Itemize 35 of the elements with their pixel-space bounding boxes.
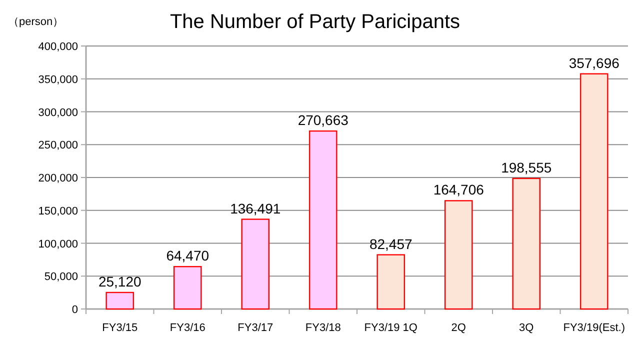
x-tick-label: 3Q bbox=[519, 322, 534, 334]
x-tick-label: FY3/19 1Q bbox=[364, 322, 418, 334]
y-tick-label: 0 bbox=[72, 304, 78, 316]
chart-title: The Number of Party Paricipants bbox=[170, 11, 460, 33]
x-tick-label: FY3/19(Est.) bbox=[563, 322, 625, 334]
y-tick-label: 150,000 bbox=[38, 205, 78, 218]
data-label: 64,470 bbox=[166, 248, 210, 264]
y-tick-label: 300,000 bbox=[38, 106, 78, 119]
bar bbox=[512, 178, 541, 310]
x-tick-label: FY3/15 bbox=[102, 322, 138, 334]
y-axis-title: （person） bbox=[8, 16, 64, 28]
data-label: 357,696 bbox=[568, 54, 620, 71]
y-tick-label: 200,000 bbox=[38, 172, 78, 184]
bar bbox=[106, 292, 134, 310]
data-label: 270,663 bbox=[298, 112, 349, 128]
y-tick-label: 250,000 bbox=[38, 140, 78, 152]
y-tick-label: 50,000 bbox=[44, 271, 78, 284]
bar bbox=[173, 266, 202, 310]
x-tick-label: FY3/18 bbox=[305, 322, 341, 334]
bar bbox=[444, 200, 473, 310]
data-label: 198,555 bbox=[501, 159, 552, 176]
bar bbox=[241, 218, 270, 310]
data-label: 136,491 bbox=[230, 200, 281, 216]
bar bbox=[580, 73, 608, 310]
x-tick-label: 2Q bbox=[451, 322, 466, 334]
bar bbox=[308, 130, 338, 310]
bar bbox=[376, 254, 406, 310]
data-label: 25,120 bbox=[98, 273, 142, 290]
data-label: 164,706 bbox=[433, 182, 484, 198]
y-tick-label: 100,000 bbox=[38, 238, 78, 250]
y-tick-label: 400,000 bbox=[38, 41, 78, 53]
x-tick-label: FY3/17 bbox=[238, 322, 274, 334]
data-label: 82,457 bbox=[369, 236, 412, 252]
x-tick-label: FY3/16 bbox=[170, 322, 206, 334]
y-tick-label: 350,000 bbox=[38, 74, 78, 86]
